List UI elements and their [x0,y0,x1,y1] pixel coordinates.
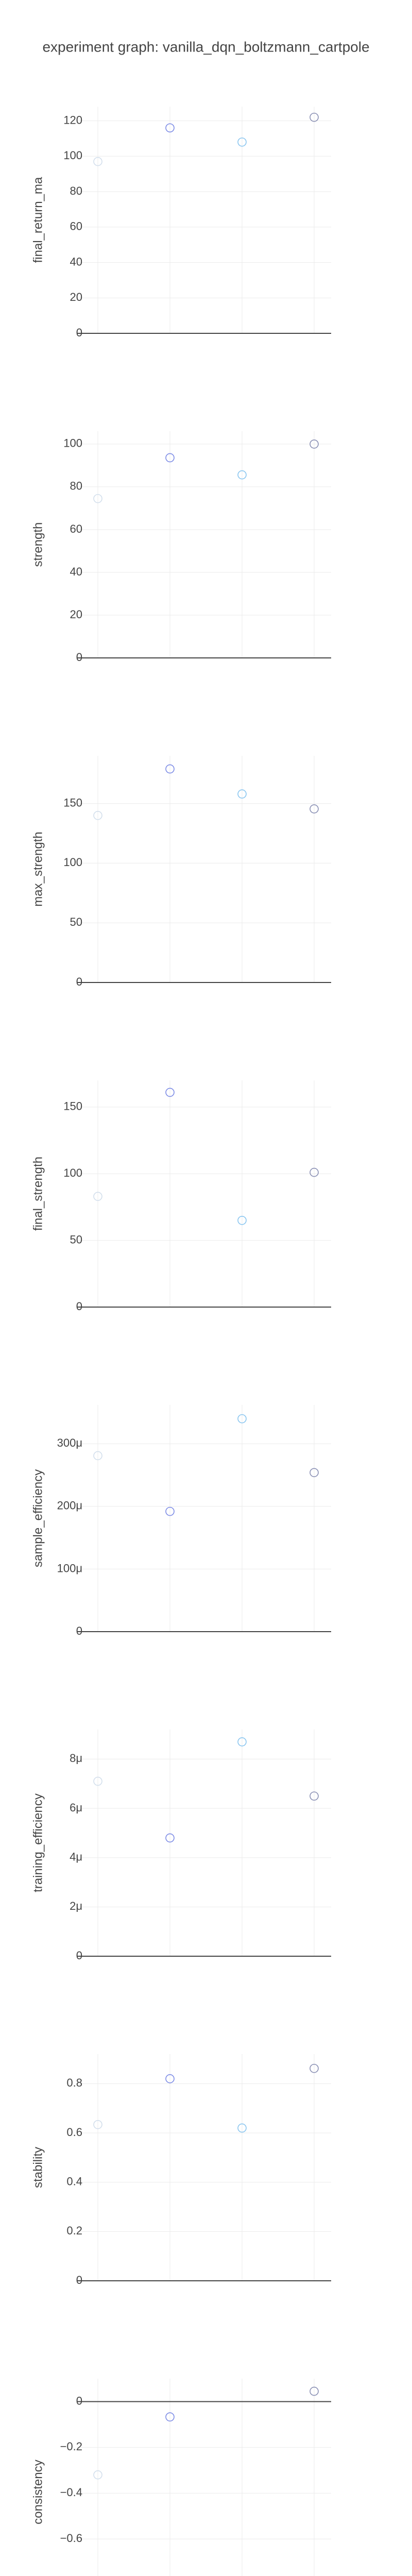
data-point [165,1833,175,1843]
data-point [165,453,175,463]
y-tick-label: 200μ [57,1499,82,1512]
data-point [165,123,175,133]
y-axis-title: stability [31,2147,45,2188]
y-tick-label: −0.2 [60,2440,82,2453]
y-tick-label: 0.4 [66,2175,82,2188]
y-axis-title: final_return_ma [31,177,45,263]
y-tick-label: 2μ [70,1900,82,1912]
y-tick-label: 50 [70,1233,82,1246]
data-point [237,1737,247,1747]
y-tick-label: 8μ [70,1752,82,1765]
y-tick-label: 100 [63,149,82,162]
data-point [165,1506,175,1516]
y-tick-label: 100 [63,1166,82,1179]
data-point [310,1791,319,1801]
y-tick-label: 0.6 [66,2126,82,2139]
y-tick-label: 150 [63,1100,82,1113]
y-tick-label: 40 [70,565,82,578]
y-tick-label: 120 [63,113,82,126]
data-point [310,112,319,122]
y-tick-label: 6μ [70,1801,82,1814]
data-point [237,789,247,799]
y-tick-label: 80 [70,480,82,493]
y-tick-label: 100μ [57,1562,82,1574]
y-tick-label: 150 [63,796,82,809]
y-tick-label: 0 [76,2394,82,2407]
data-point [165,764,175,774]
data-point [310,439,319,449]
data-point [93,157,102,166]
y-tick-label: 50 [70,916,82,928]
y-tick-label: 100 [63,856,82,869]
data-point [237,1215,247,1225]
data-point [93,1192,102,1201]
data-point [310,2063,319,2073]
data-point [165,2074,175,2083]
data-point [165,2412,175,2422]
data-point [237,2123,247,2133]
y-tick-label: 0 [76,326,82,339]
data-point [310,1468,319,1478]
chart-title: experiment graph: vanilla_dqn_boltzmann_… [42,39,369,55]
y-tick-label: 40 [70,255,82,268]
y-tick-label: 0 [76,975,82,988]
y-tick-label: 20 [70,291,82,303]
y-axis-title: training_efficiency [31,1793,45,1892]
y-axis-title: consistency [31,2460,45,2524]
y-tick-label: 0.2 [66,2224,82,2237]
y-tick-label: 0 [76,651,82,664]
data-point [165,1088,175,1097]
y-tick-label: 80 [70,184,82,197]
data-point [93,2120,102,2129]
data-point [310,1167,319,1177]
data-point [237,137,247,147]
y-axis-title: max_strength [31,832,45,906]
y-tick-label: −0.6 [60,2532,82,2545]
y-tick-label: 300μ [57,1436,82,1449]
data-point [93,494,102,503]
data-point [93,1451,102,1461]
y-tick-label: −0.4 [60,2486,82,2499]
data-point [93,1776,102,1786]
y-axis-title: final_strength [31,1157,45,1231]
y-tick-label: 60 [70,522,82,535]
y-tick-label: 0.8 [66,2076,82,2089]
y-axis-title: strength [31,522,45,567]
y-tick-label: 20 [70,608,82,621]
data-point [237,470,247,480]
y-tick-label: 0 [76,2274,82,2286]
data-point [93,810,102,820]
data-point [237,1414,247,1423]
data-point [310,2386,319,2396]
y-tick-label: 0 [76,1300,82,1313]
data-point [93,2470,102,2480]
y-axis-title: sample_efficiency [31,1469,45,1567]
y-tick-label: 100 [63,437,82,450]
y-tick-label: 4μ [70,1851,82,1863]
y-tick-label: 0 [76,1624,82,1637]
y-tick-label: 0 [76,1949,82,1962]
y-tick-label: 60 [70,220,82,233]
data-point [310,804,319,814]
